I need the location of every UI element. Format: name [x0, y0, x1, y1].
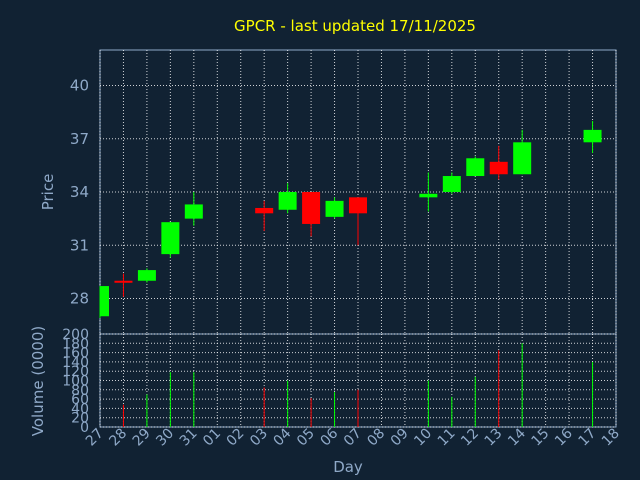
- candle: [255, 200, 274, 232]
- candle: [325, 197, 344, 219]
- candle: [302, 192, 321, 237]
- price-axis-label: Price: [39, 174, 57, 211]
- x-tick-label: 28: [106, 426, 130, 450]
- price-tick-label: 28: [70, 290, 89, 308]
- candle-body: [349, 197, 367, 214]
- x-tick-label: 01: [200, 426, 224, 450]
- candle: [349, 197, 367, 246]
- price-tick-label: 31: [70, 236, 89, 254]
- x-tick-label: 16: [552, 425, 576, 449]
- x-tick-label: 08: [364, 426, 388, 450]
- candle-body: [302, 192, 321, 224]
- candle: [442, 172, 461, 194]
- candle-body: [184, 204, 203, 219]
- candle-body: [419, 193, 438, 198]
- price-panel: 28 31 34 37 40: [70, 49, 617, 335]
- volume-tick-label: 160: [62, 346, 89, 362]
- candle-body: [161, 222, 180, 255]
- candle: [99, 286, 109, 319]
- x-tick-label: 07: [341, 426, 365, 450]
- x-tick-label: 03: [247, 426, 271, 450]
- candle: [114, 273, 133, 297]
- price-tick-label: 34: [70, 183, 89, 201]
- volume-tick-label: 120: [62, 364, 89, 380]
- candle-body: [513, 142, 532, 175]
- candle-body: [466, 158, 485, 177]
- x-tick-label: 17: [575, 426, 599, 450]
- x-tick-label: 02: [224, 426, 248, 450]
- volume-axis-label: Volume (0000): [29, 326, 47, 436]
- x-tick-label: 11: [435, 426, 459, 450]
- volume-tick-label: 180: [62, 336, 89, 352]
- x-axis-label: Day: [333, 458, 363, 476]
- x-tick-label: 06: [317, 425, 341, 449]
- x-tick-label: 14: [505, 425, 529, 449]
- x-tick-label: 29: [130, 426, 154, 450]
- x-tick-label: 13: [482, 426, 506, 450]
- candle-body: [100, 286, 109, 317]
- candle: [419, 172, 438, 212]
- candle-body: [137, 270, 156, 281]
- x-tick-label: 04: [271, 425, 295, 449]
- volume-tick-label: 0: [80, 420, 89, 436]
- candle-body: [442, 176, 461, 192]
- x-tick-label: 31: [177, 426, 201, 450]
- volume-tick-label: 60: [71, 392, 89, 408]
- candle-body: [325, 200, 344, 217]
- volume-tick-label: 140: [62, 355, 89, 371]
- candle: [184, 192, 203, 226]
- price-tick-label: 40: [70, 77, 89, 95]
- x-tick-label: 30: [153, 426, 177, 450]
- x-tick-label: 05: [294, 426, 318, 450]
- x-tick-label: 10: [411, 426, 435, 450]
- volume-tick-label: 100: [62, 374, 89, 390]
- x-tick-label: 18: [599, 426, 623, 450]
- candle: [513, 129, 532, 175]
- volume-tick-label: 200: [62, 327, 89, 343]
- volume-tick-label: 20: [71, 411, 89, 427]
- candle: [278, 183, 297, 214]
- candle: [161, 222, 180, 258]
- x-tick-label: 15: [529, 426, 553, 450]
- candle: [466, 156, 485, 177]
- candle: [583, 121, 602, 153]
- candle-body: [583, 129, 602, 143]
- price-tick-label: 37: [70, 130, 89, 148]
- candle: [137, 268, 156, 283]
- candle-body: [255, 207, 274, 214]
- candle-body: [489, 161, 508, 175]
- candle-body: [114, 280, 133, 283]
- volume-tick-label: 40: [71, 401, 89, 417]
- chart-title: GPCR - last updated 17/11/2025: [234, 17, 476, 35]
- candle-body: [278, 192, 297, 210]
- volume-tick-label: 80: [71, 383, 89, 399]
- candle: [489, 145, 508, 180]
- x-tick-label: 12: [458, 426, 482, 450]
- x-tick-label: 09: [388, 426, 412, 450]
